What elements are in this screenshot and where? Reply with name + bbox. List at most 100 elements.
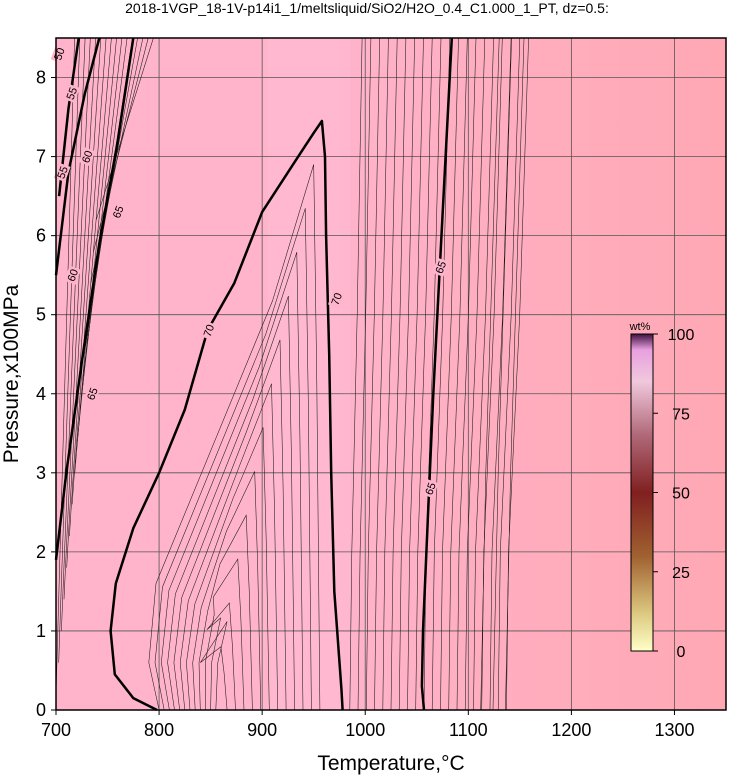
- plot-frame: [55, 37, 727, 711]
- contour-line: [55, 37, 75, 695]
- contour-line: [71, 37, 107, 505]
- contour-line: [63, 37, 91, 600]
- contour-line: [497, 37, 521, 711]
- contour-line: [374, 37, 389, 711]
- contour-label-text: 55: [55, 165, 70, 181]
- contour-label-text: 55: [65, 86, 80, 102]
- contour-label-text: 65: [434, 260, 449, 276]
- contour-label-bg: [64, 265, 81, 285]
- plot-background: [56, 38, 726, 710]
- colorbar-tick-label: 0: [677, 644, 686, 661]
- contour-label: 60: [78, 147, 96, 167]
- contour-line: [489, 37, 512, 711]
- contour-line: [69, 37, 102, 537]
- contour-line: [382, 37, 398, 711]
- chart-title: 2018-1VGP_18-1V-p14i1_1/meltsliquid/SiO2…: [125, 0, 609, 16]
- y-axis: 0 1 2 3 4 5 6 7 8: [36, 68, 56, 720]
- y-tick-label: 5: [36, 305, 46, 325]
- colorbar-tick-label: 25: [672, 565, 690, 582]
- contour-line: [423, 37, 442, 711]
- contour-label: 55: [63, 83, 80, 103]
- contour-line: [66, 37, 96, 568]
- contour-line: [179, 383, 278, 711]
- x-tick-label: 700: [41, 720, 71, 740]
- y-tick-label: 3: [36, 463, 46, 483]
- contour-label-bg: [50, 44, 68, 64]
- contour-label-text: 70: [202, 323, 217, 339]
- contour-line: [473, 37, 494, 711]
- contour-line: [456, 37, 477, 711]
- y-tick-label: 8: [36, 68, 46, 88]
- contour-bold-60: [54, 37, 101, 276]
- bold-contours: [54, 37, 454, 712]
- contour-line: [505, 37, 525, 711]
- contour-label: 65: [421, 479, 439, 499]
- contour-line: [349, 37, 363, 711]
- contour-label: 65: [432, 257, 449, 277]
- contour-label-bg: [421, 479, 439, 499]
- x-tick-label: 1200: [551, 720, 591, 740]
- contour-line: [506, 37, 529, 711]
- contour-line: [186, 427, 270, 711]
- contour-line: [390, 37, 407, 711]
- contour-label: 65: [109, 202, 127, 222]
- contour-line: [480, 37, 500, 711]
- contour-line: [79, 37, 123, 410]
- contour-label-bg: [63, 83, 80, 103]
- contour-label-bg: [53, 162, 71, 182]
- contour-bold-65: [54, 37, 135, 560]
- contour-line: [205, 558, 245, 711]
- contour-line: [431, 37, 451, 711]
- colorbar-label: wt%: [629, 321, 651, 333]
- x-tick-label: 1000: [345, 720, 385, 740]
- contour-line: [58, 37, 81, 663]
- contour-line: [161, 252, 304, 711]
- contour-line: [448, 37, 468, 711]
- contour-label-bg: [78, 147, 96, 167]
- contour-bold-70: [109, 119, 344, 712]
- thin-contours: [55, 37, 529, 711]
- colorbar-tick-label: 50: [672, 486, 690, 503]
- contour-label-text: 65: [423, 481, 438, 497]
- x-axis: 700 800 900 1000 1100 1200 1300: [41, 710, 694, 740]
- y-tick-label: 6: [36, 226, 46, 246]
- colorbar-gradient: [630, 333, 654, 652]
- contour-label: 70: [200, 320, 217, 341]
- contour-label-text: 60: [66, 268, 81, 284]
- contour-line: [366, 37, 380, 711]
- contour-line: [61, 37, 86, 631]
- contour-bold-65: [420, 37, 454, 711]
- contour-label-text: 70: [330, 291, 345, 307]
- contour-line: [148, 164, 321, 711]
- contour-label: 60: [64, 265, 81, 285]
- y-tick-label: 0: [36, 700, 46, 720]
- contour-line: [200, 621, 228, 711]
- contour-label-bg: [432, 257, 449, 277]
- contour-label: 65: [83, 384, 101, 404]
- contour-label-bg: [327, 289, 345, 309]
- contour-line: [206, 602, 236, 711]
- x-axis-label: Temperature,°C: [317, 752, 464, 775]
- y-axis-label: Pressure,x100MPa: [0, 284, 23, 463]
- contour-label-bg: [83, 384, 101, 404]
- hot-region: [268, 38, 350, 710]
- x-tick-label: 1300: [654, 720, 694, 740]
- y-tick-label: 1: [36, 621, 46, 641]
- contour-line: [192, 471, 262, 711]
- contour-line: [407, 37, 424, 711]
- contour-line: [398, 37, 415, 711]
- contour-line: [173, 339, 287, 711]
- contour-line: [167, 295, 295, 711]
- contour-line: [464, 37, 486, 711]
- colorbar-tick-label: 100: [668, 327, 695, 344]
- contour-line: [492, 37, 512, 711]
- colorbar-tick-label: 75: [672, 406, 690, 423]
- contour-line: [198, 514, 253, 711]
- contour-label-text: 65: [85, 386, 100, 402]
- colorbar: wt% 0 25 50 75 100: [629, 321, 695, 661]
- contour-line: [440, 37, 459, 711]
- x-tick-label: 1100: [449, 720, 488, 740]
- contour-label-text: 60: [80, 149, 95, 165]
